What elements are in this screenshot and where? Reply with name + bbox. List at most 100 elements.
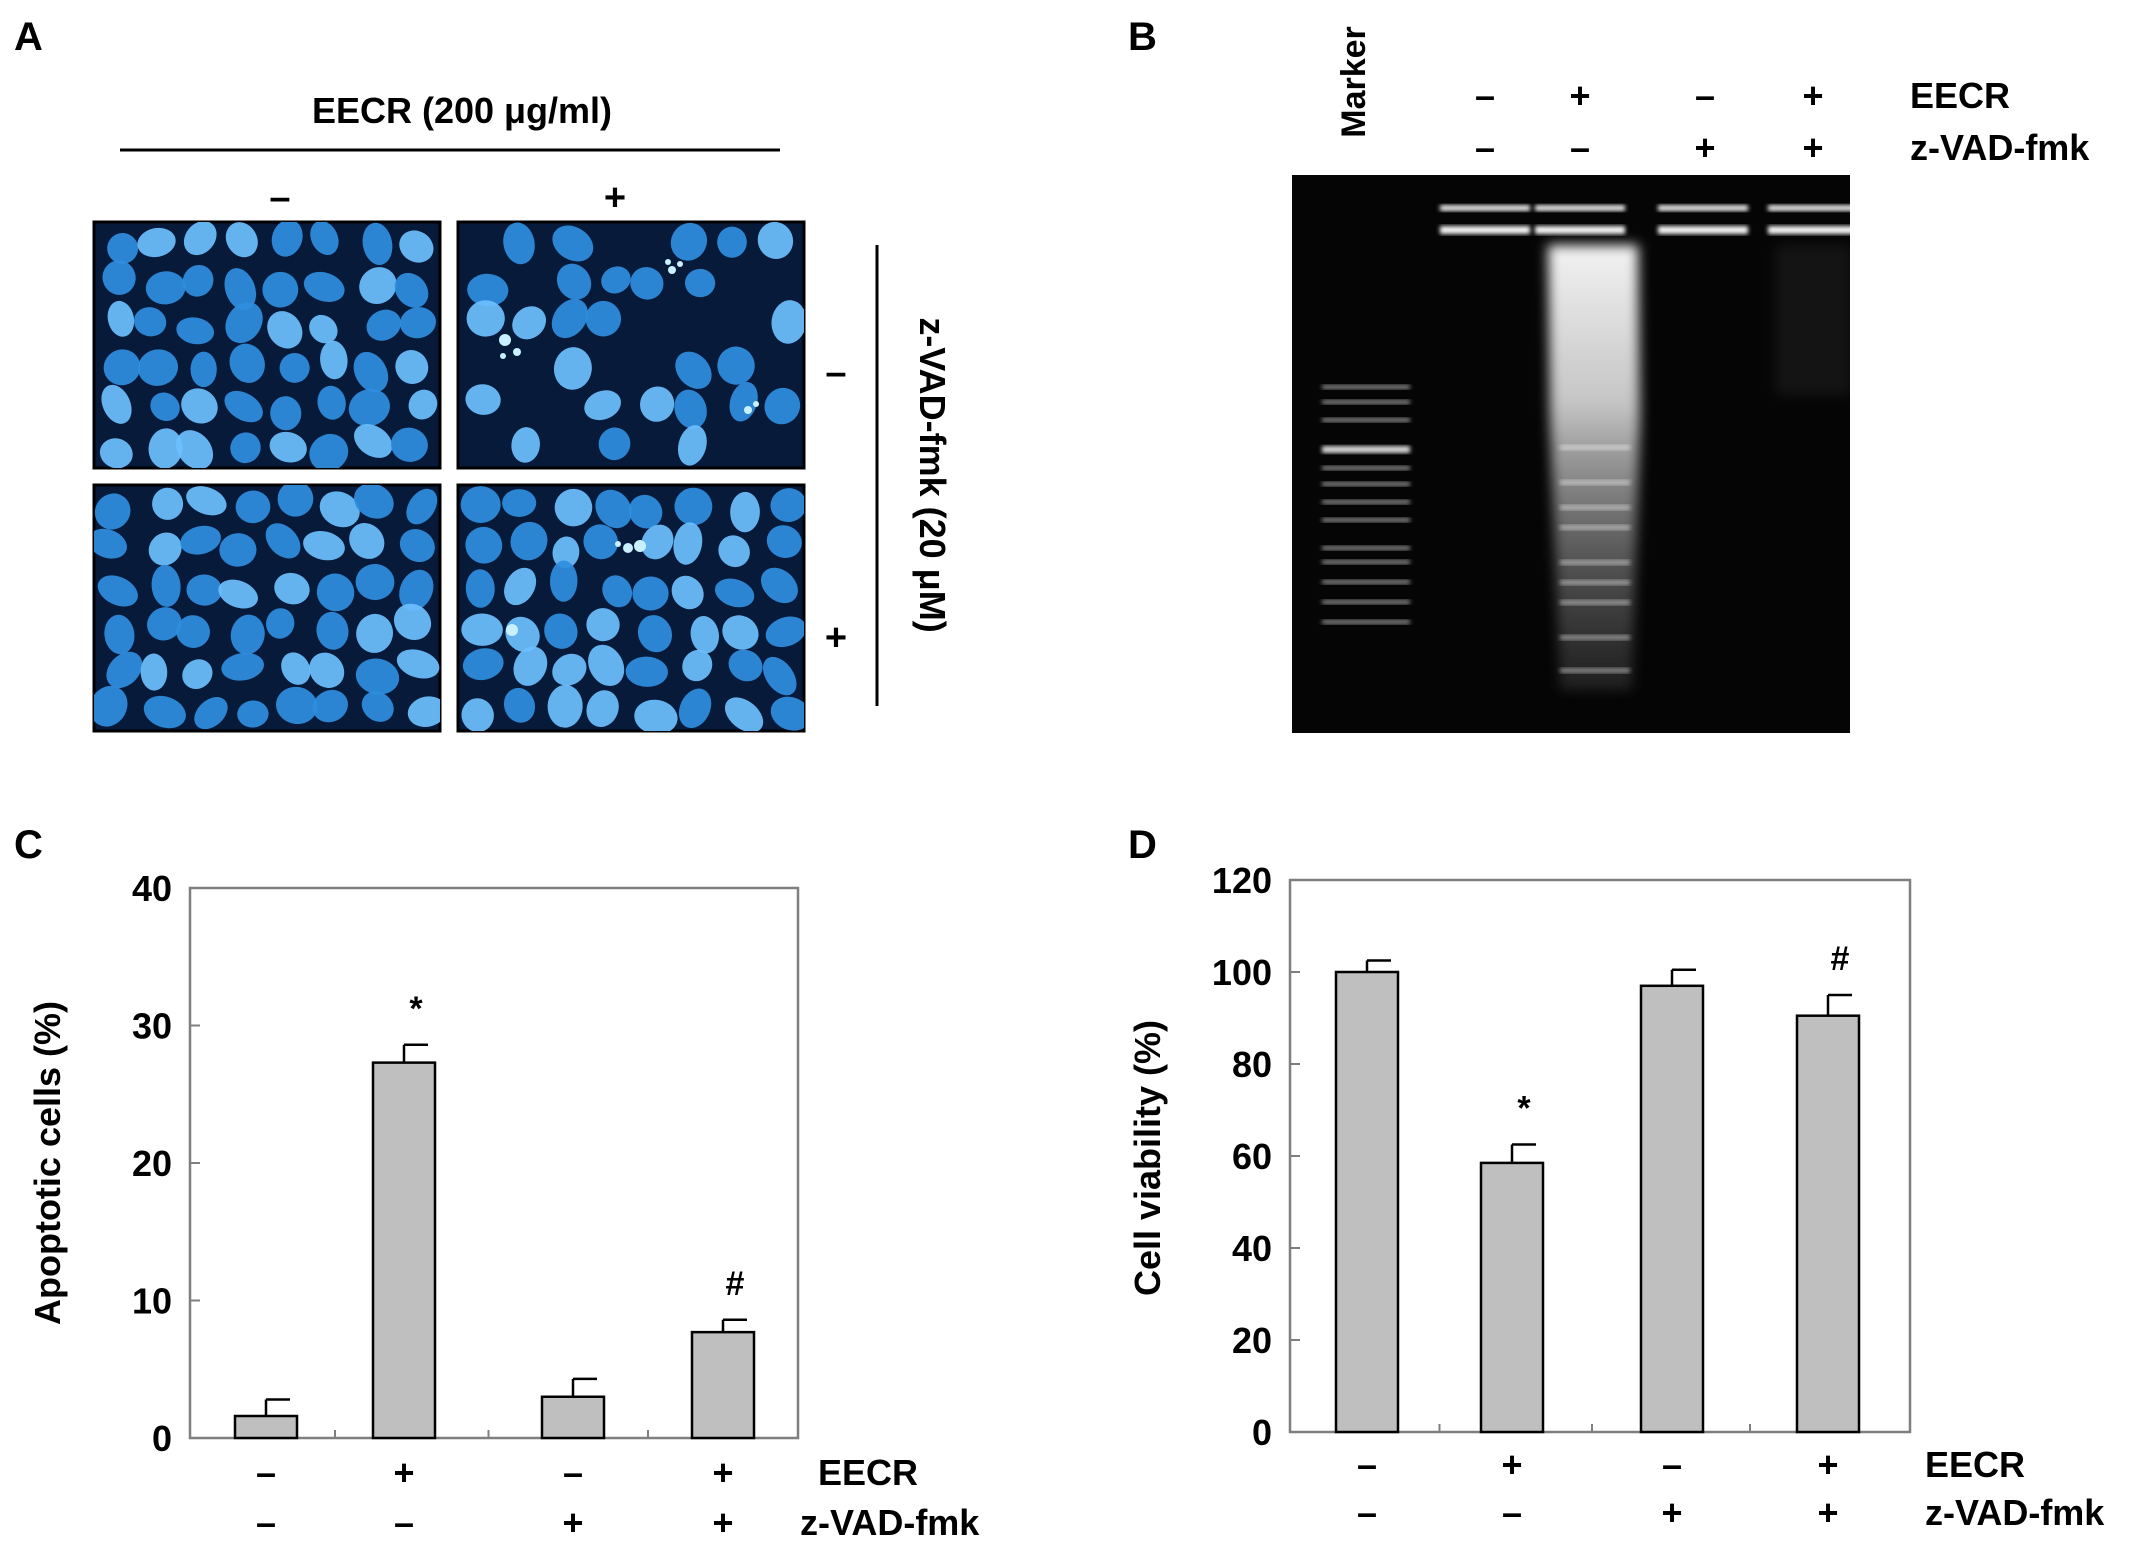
- nucleus: [630, 267, 664, 300]
- chart-d-eecr-sign: –: [1662, 1444, 1682, 1485]
- nucleus: [556, 263, 592, 300]
- micrograph-eecr: [456, 220, 806, 470]
- chart-c-eecr-sign: +: [393, 1452, 414, 1493]
- nucleus: [104, 614, 135, 655]
- apoptotic-body: [634, 540, 646, 552]
- nucleus: [399, 230, 434, 263]
- nucleus: [320, 340, 348, 380]
- chart-c-significance-mark: #: [726, 1265, 745, 1303]
- nucleus: [588, 644, 625, 687]
- nucleus: [148, 532, 182, 566]
- genomic-band: [1535, 226, 1625, 234]
- nucleus: [317, 385, 346, 420]
- nucleus: [762, 656, 797, 696]
- nucleus: [554, 488, 593, 527]
- nucleus: [639, 386, 675, 422]
- nucleus: [99, 438, 133, 468]
- nucleus: [176, 615, 210, 648]
- panel-b-eecr-sign: +: [1569, 75, 1590, 116]
- panel-a-col-sign-1: –: [269, 177, 290, 219]
- nucleus: [396, 649, 440, 679]
- panel-a: A EECR (200 μg/ml) – + – + z-VAD-fmk (20…: [14, 15, 953, 733]
- nucleus: [595, 489, 632, 529]
- nucleus: [634, 699, 678, 731]
- nucleus: [728, 649, 763, 682]
- micrograph-zvad-frame: [92, 483, 442, 733]
- nucleus: [670, 222, 708, 261]
- nucleus: [760, 567, 798, 604]
- nucleus: [181, 388, 218, 424]
- chart-d-ylabel: Cell viability (%): [1127, 1020, 1168, 1296]
- nucleus: [316, 611, 349, 650]
- nucleus: [269, 431, 307, 463]
- nucleus: [316, 573, 355, 612]
- nucleus: [312, 689, 349, 723]
- nucleus: [133, 307, 167, 337]
- panel-a-treatment-label: EECR (200 μg/ml): [312, 90, 612, 131]
- nucleus: [598, 427, 631, 461]
- nucleus: [510, 521, 548, 561]
- nucleus: [230, 432, 261, 464]
- marker-label: Marker: [1335, 26, 1373, 138]
- chart-d-significance-mark: #: [1831, 940, 1850, 978]
- apoptotic-body: [500, 353, 506, 359]
- panel-b-eecr-sign: –: [1695, 75, 1715, 116]
- micrograph-grid: [92, 220, 806, 733]
- nucleus: [230, 614, 265, 655]
- nucleus: [107, 232, 139, 264]
- nucleus: [183, 222, 217, 256]
- panel-b-zvad-sign: –: [1570, 127, 1590, 168]
- nucleus: [390, 427, 428, 462]
- chart-c-row-label-zvad: z-VAD-fmk: [800, 1502, 980, 1543]
- nucleus: [275, 686, 318, 725]
- chart-d-bar: [1334, 970, 1400, 1434]
- nucleus: [677, 425, 707, 466]
- nucleus: [586, 690, 619, 728]
- nucleus: [674, 389, 707, 429]
- nucleus: [97, 575, 138, 607]
- micrograph-control-nuclei: [99, 222, 438, 468]
- chart-c-ytick-label: 20: [132, 1143, 172, 1184]
- chart-c-zvad-sign: –: [394, 1502, 414, 1543]
- nucleus: [395, 350, 429, 384]
- fragment-band: [1560, 525, 1630, 530]
- genomic-band: [1658, 205, 1748, 211]
- nucleus: [150, 392, 180, 421]
- chart-d: 0 20 40 60 80 100 120 – – * + – – + # + +: [1212, 860, 1861, 1533]
- nucleus: [143, 695, 186, 729]
- nucleus: [303, 271, 345, 302]
- apoptotic-body: [665, 259, 671, 265]
- chart-d-bar: [1795, 1014, 1861, 1434]
- marker-band: [1322, 466, 1410, 470]
- nucleus: [265, 523, 301, 559]
- nucleus: [586, 608, 620, 642]
- nucleus: [107, 300, 135, 337]
- gel-bands: [1322, 205, 1858, 690]
- nucleus: [137, 227, 176, 258]
- nucleus: [366, 309, 401, 341]
- nucleus: [225, 302, 263, 344]
- chart-c-eecr-sign: –: [256, 1452, 276, 1493]
- micrograph-zvad-nuclei: [94, 485, 440, 730]
- nucleus: [182, 659, 213, 690]
- nucleus: [225, 222, 258, 258]
- nucleus: [219, 533, 257, 567]
- chart-c-ytick-label: 0: [152, 1418, 172, 1459]
- marker-band: [1322, 400, 1410, 404]
- fragment-band: [1560, 560, 1630, 565]
- nucleus: [461, 698, 494, 731]
- chart-c-significance-mark: *: [409, 990, 423, 1028]
- nucleus: [319, 491, 360, 528]
- micrograph-eecr-zvad: [456, 483, 806, 733]
- nucleus: [584, 390, 621, 421]
- nucleus: [632, 576, 669, 611]
- nucleus: [552, 536, 580, 569]
- panel-b-row-label-zvad: z-VAD-fmk: [1910, 127, 2090, 168]
- apoptotic-body: [615, 541, 621, 547]
- nucleus: [309, 314, 338, 344]
- nucleus: [271, 222, 303, 257]
- marker-band: [1322, 580, 1410, 584]
- chart-c-bar: [371, 1061, 437, 1440]
- nucleus: [407, 696, 440, 728]
- nucleus: [355, 563, 395, 601]
